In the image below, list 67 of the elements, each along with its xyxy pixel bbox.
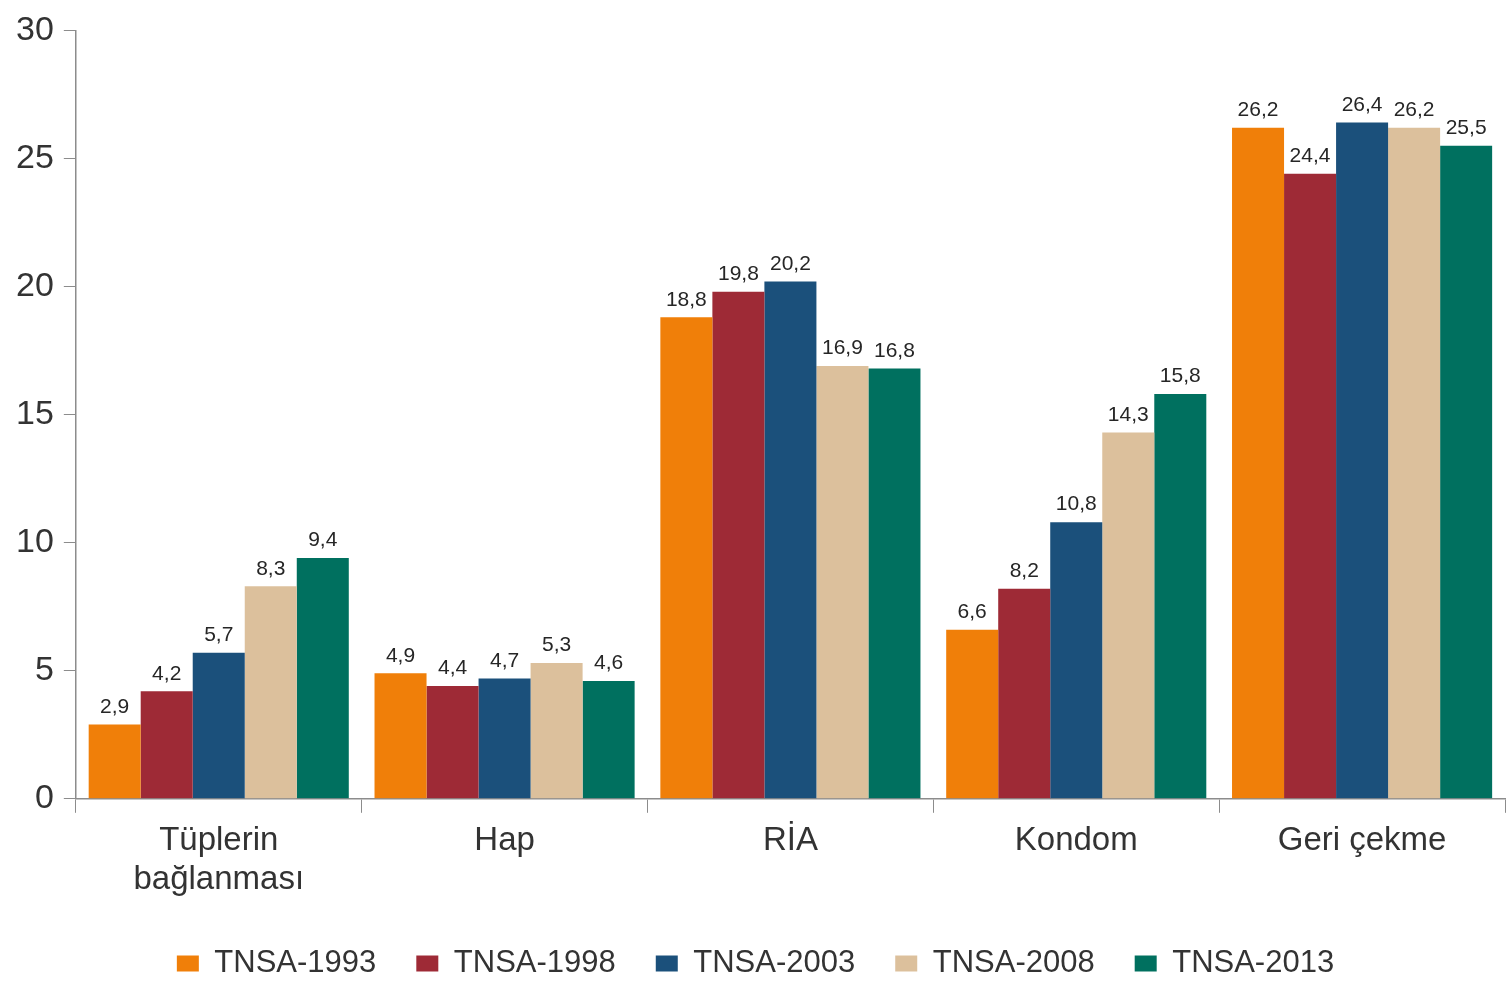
bar xyxy=(998,588,1051,799)
data-label: 4,2 xyxy=(152,660,182,684)
bar xyxy=(530,663,583,799)
x-tick-label: RİA xyxy=(762,819,818,857)
data-label: 16,8 xyxy=(874,337,915,361)
data-label: 18,8 xyxy=(665,286,707,310)
bar xyxy=(1388,127,1441,799)
data-label: 4,4 xyxy=(437,655,468,679)
bar xyxy=(478,678,531,799)
bar xyxy=(1050,522,1103,799)
data-label: 4,9 xyxy=(385,642,416,666)
bar xyxy=(244,586,297,799)
bar xyxy=(192,652,245,799)
data-label: 4,6 xyxy=(594,650,624,674)
bar xyxy=(426,686,479,799)
legend-label: TNSA-2013 xyxy=(1172,944,1335,980)
data-label: 20,2 xyxy=(769,250,811,274)
bar xyxy=(140,691,193,799)
x-tick-label: Tüplerin bağlanması xyxy=(133,819,305,897)
data-label: 26,2 xyxy=(1237,97,1279,121)
bar xyxy=(1232,127,1285,799)
bar xyxy=(1154,394,1207,799)
data-label: 16,9 xyxy=(821,335,863,359)
legend-label: TNSA-2003 xyxy=(693,944,856,980)
bar xyxy=(660,317,713,799)
data-label: 10,8 xyxy=(1055,491,1097,515)
legend-label: TNSA-2008 xyxy=(932,944,1095,980)
y-tick-label: 5 xyxy=(34,649,54,688)
data-label: 4,7 xyxy=(489,647,520,671)
bar xyxy=(712,291,765,799)
y-tick-label: 30 xyxy=(15,8,54,47)
bar xyxy=(764,281,817,799)
data-label: 25,5 xyxy=(1445,114,1487,138)
legend-label: TNSA-1998 xyxy=(453,944,616,980)
y-tick-label: 15 xyxy=(15,392,54,431)
data-label: 8,2 xyxy=(1009,558,1039,582)
bar xyxy=(88,724,141,799)
bar xyxy=(946,629,999,799)
bar xyxy=(1102,432,1155,799)
data-label: 5,3 xyxy=(541,632,572,656)
data-label: 26,4 xyxy=(1341,91,1383,115)
data-label: 6,6 xyxy=(957,599,987,623)
y-tick-label: 25 xyxy=(15,136,54,175)
y-tick-label: 10 xyxy=(15,521,54,560)
data-label: 26,2 xyxy=(1393,97,1435,121)
data-label: 5,7 xyxy=(204,622,234,646)
bar xyxy=(374,673,427,799)
data-label: 8,3 xyxy=(256,555,286,579)
bar xyxy=(1336,122,1389,799)
data-label: 2,9 xyxy=(100,693,130,717)
data-label: 14,3 xyxy=(1107,401,1149,425)
bar xyxy=(1440,145,1493,799)
x-tick-label: Hap xyxy=(474,819,535,857)
bar xyxy=(868,368,921,799)
y-tick-label: 20 xyxy=(15,264,54,303)
data-label: 15,8 xyxy=(1159,363,1201,387)
bar xyxy=(1284,173,1337,799)
y-tick-label: 0 xyxy=(34,777,54,816)
x-tick-label: Geri çekme xyxy=(1277,819,1447,857)
bar xyxy=(296,558,349,799)
x-tick-label: Kondom xyxy=(1014,819,1138,857)
data-label: 9,4 xyxy=(308,527,338,551)
data-label: 19,8 xyxy=(717,260,759,284)
bar xyxy=(816,365,869,799)
legend-label: TNSA-1993 xyxy=(214,944,377,980)
data-label: 24,4 xyxy=(1289,143,1331,167)
bar xyxy=(582,680,635,799)
